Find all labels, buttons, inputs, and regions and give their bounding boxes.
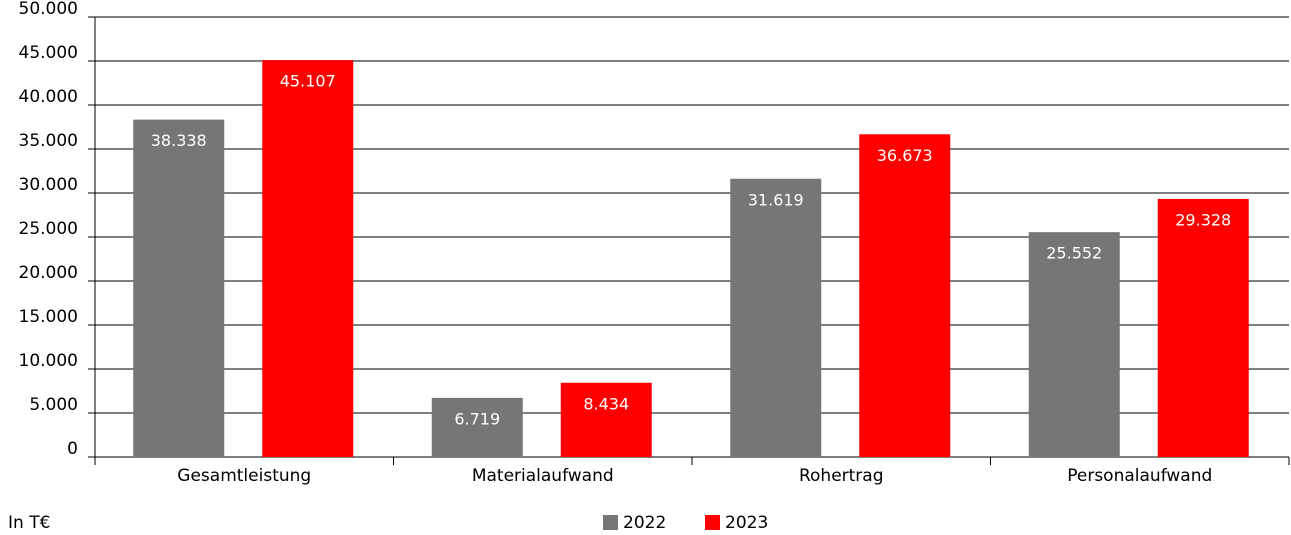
y-tick-label: 0 xyxy=(67,439,78,459)
data-label: 36.673 xyxy=(877,146,933,165)
bar xyxy=(730,178,822,457)
y-tick-label: 25.000 xyxy=(19,219,78,239)
y-tick-label: 30.000 xyxy=(19,175,78,195)
data-label: 45.107 xyxy=(280,72,336,91)
legend-swatch xyxy=(603,515,618,530)
unit-label: In T€ xyxy=(8,513,50,533)
bar xyxy=(1028,232,1120,457)
bar xyxy=(1157,198,1249,457)
data-label: 8.434 xyxy=(583,394,629,413)
data-label: 6.719 xyxy=(454,409,500,428)
legend-swatch xyxy=(705,515,720,530)
data-label: 25.552 xyxy=(1046,244,1102,263)
y-tick-label: 15.000 xyxy=(19,307,78,327)
y-tick-label: 45.000 xyxy=(19,43,78,63)
data-label: 29.328 xyxy=(1175,210,1231,229)
bar xyxy=(262,60,354,457)
legend-label: 2022 xyxy=(623,513,666,533)
bar xyxy=(431,397,523,457)
y-tick-label: 50.000 xyxy=(19,0,78,19)
bar xyxy=(560,382,652,457)
y-tick-label: 10.000 xyxy=(19,351,78,371)
bar xyxy=(859,134,951,458)
x-tick-label: Rohertrag xyxy=(799,466,884,486)
y-tick-label: 20.000 xyxy=(19,263,78,283)
y-tick-label: 40.000 xyxy=(19,87,78,107)
data-label: 31.619 xyxy=(748,190,804,209)
legend-label: 2023 xyxy=(725,513,768,533)
x-tick-label: Gesamtleistung xyxy=(177,466,311,486)
data-label: 38.338 xyxy=(151,131,207,150)
x-tick-label: Materialaufwand xyxy=(472,466,614,486)
bar xyxy=(133,119,225,457)
y-tick-label: 35.000 xyxy=(19,131,78,151)
y-tick-label: 5.000 xyxy=(29,395,78,415)
x-tick-label: Personalaufwand xyxy=(1067,466,1212,486)
